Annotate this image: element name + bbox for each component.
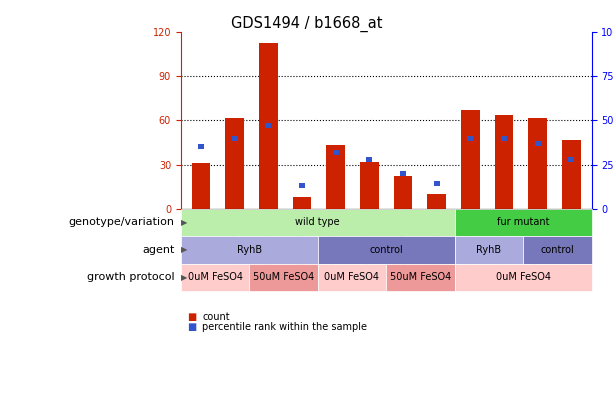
Text: control: control (541, 245, 574, 255)
Text: RyhB: RyhB (237, 245, 262, 255)
Bar (226, 117, 244, 209)
Text: 50uM FeSO4: 50uM FeSO4 (390, 273, 451, 282)
Bar (528, 117, 547, 209)
Bar (192, 163, 210, 209)
Text: 50uM FeSO4: 50uM FeSO4 (253, 273, 314, 282)
Bar (327, 145, 345, 209)
Text: ▶: ▶ (181, 273, 188, 282)
Text: ▶: ▶ (181, 218, 188, 227)
Bar (299, 183, 305, 188)
Text: genotype/variation: genotype/variation (69, 217, 175, 227)
Text: ■: ■ (187, 312, 196, 322)
Text: GDS1494 / b1668_at: GDS1494 / b1668_at (230, 16, 383, 32)
Bar (265, 123, 272, 128)
Text: 0uM FeSO4: 0uM FeSO4 (188, 273, 243, 282)
Bar (333, 149, 339, 155)
Bar (501, 136, 507, 141)
Bar (535, 141, 541, 146)
Text: control: control (369, 245, 403, 255)
Bar (427, 194, 446, 209)
Text: 0uM FeSO4: 0uM FeSO4 (495, 273, 550, 282)
Bar (293, 197, 311, 209)
Text: count: count (202, 312, 230, 322)
Text: ▶: ▶ (181, 245, 188, 254)
Bar (367, 157, 372, 162)
Text: growth protocol: growth protocol (87, 273, 175, 282)
Bar (495, 115, 513, 209)
Bar (433, 181, 440, 186)
Text: agent: agent (142, 245, 175, 255)
Bar (394, 176, 413, 209)
Bar (461, 110, 479, 209)
Bar (198, 144, 204, 149)
Bar (259, 43, 278, 209)
Bar (360, 162, 379, 209)
Bar (467, 136, 473, 141)
Text: percentile rank within the sample: percentile rank within the sample (202, 322, 367, 332)
Bar (232, 136, 238, 141)
Text: wild type: wild type (295, 217, 340, 227)
Text: RyhB: RyhB (476, 245, 501, 255)
Bar (562, 140, 581, 209)
Text: ■: ■ (187, 322, 196, 332)
Bar (400, 171, 406, 176)
Bar (568, 157, 574, 162)
Text: fur mutant: fur mutant (497, 217, 549, 227)
Text: 0uM FeSO4: 0uM FeSO4 (324, 273, 379, 282)
